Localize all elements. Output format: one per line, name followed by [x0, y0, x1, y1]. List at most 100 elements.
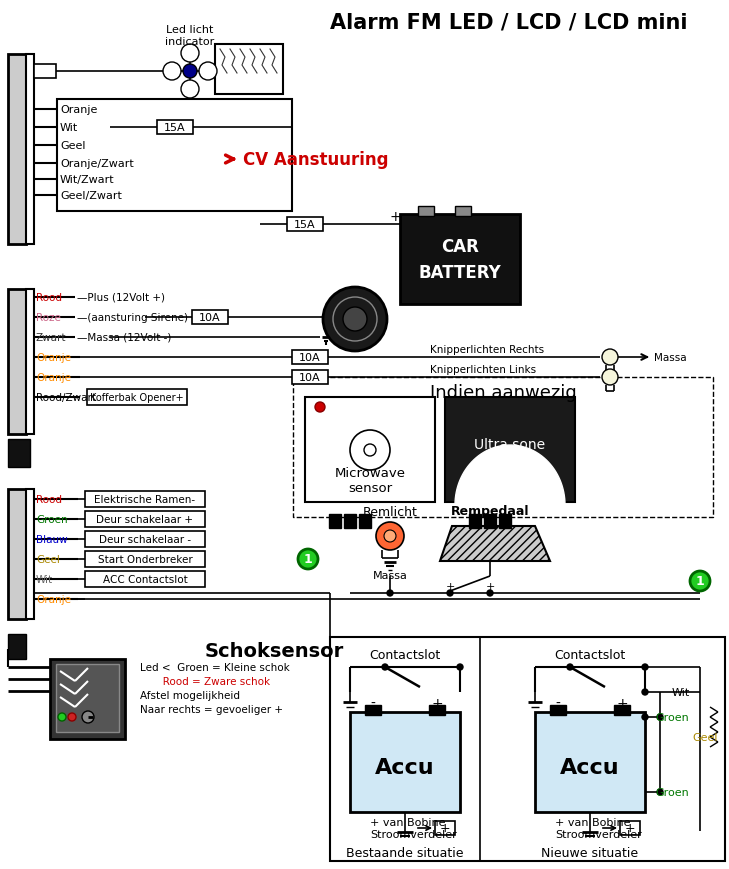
Text: +: +	[445, 581, 455, 591]
Bar	[34, 65, 56, 79]
Circle shape	[657, 714, 663, 720]
Bar	[350, 713, 460, 812]
Text: Geel: Geel	[36, 554, 60, 564]
Text: Wit/Zwart: Wit/Zwart	[60, 175, 114, 185]
Circle shape	[199, 63, 217, 81]
Circle shape	[315, 402, 325, 413]
Circle shape	[567, 664, 573, 670]
Text: —Massa (12Volt -): —Massa (12Volt -)	[77, 333, 171, 342]
Bar	[85, 512, 205, 527]
Text: BATTERY: BATTERY	[418, 263, 502, 282]
Text: Rood/Zwart: Rood/Zwart	[36, 393, 96, 402]
Text: Afstel mogelijkheid: Afstel mogelijkheid	[140, 690, 240, 700]
Bar	[8, 634, 26, 660]
Bar	[293, 377, 713, 517]
Bar	[57, 100, 292, 212]
Bar	[26, 289, 34, 434]
Text: Rood: Rood	[36, 293, 62, 302]
Bar	[359, 514, 371, 528]
Bar	[484, 514, 496, 528]
Text: Zwart: Zwart	[36, 333, 66, 342]
Text: Groen: Groen	[655, 787, 689, 797]
Circle shape	[642, 689, 648, 695]
Text: 10A: 10A	[299, 353, 321, 362]
Circle shape	[690, 571, 710, 591]
Text: Knipperlichten Rechts: Knipperlichten Rechts	[430, 345, 544, 355]
Text: Oranje: Oranje	[36, 594, 71, 604]
Bar	[87, 389, 187, 406]
Bar	[344, 514, 356, 528]
Text: 15A: 15A	[295, 220, 316, 229]
Circle shape	[447, 590, 453, 596]
Bar	[85, 531, 205, 547]
Bar	[620, 821, 640, 835]
Circle shape	[382, 664, 388, 670]
Circle shape	[602, 349, 618, 366]
Text: Roze: Roze	[36, 313, 61, 322]
Bar	[429, 705, 445, 715]
Text: —Plus (12Volt +): —Plus (12Volt +)	[77, 293, 165, 302]
Bar	[292, 370, 328, 385]
Text: 1: 1	[695, 574, 704, 587]
Circle shape	[183, 65, 197, 79]
Polygon shape	[440, 527, 550, 561]
Bar	[329, 514, 341, 528]
Text: + van Bobine: + van Bobine	[370, 817, 445, 827]
Bar	[56, 664, 119, 733]
Text: Stroomverdeler: Stroomverdeler	[370, 829, 457, 839]
Text: indicator: indicator	[165, 37, 214, 47]
Text: Led <  Groen = Kleine schok: Led < Groen = Kleine schok	[140, 662, 289, 673]
Text: Accu: Accu	[560, 757, 620, 777]
Bar	[85, 492, 205, 507]
Text: 10A: 10A	[299, 373, 321, 382]
Text: Contactslot: Contactslot	[370, 649, 440, 661]
Bar	[550, 705, 566, 715]
Text: Start Onderbreker: Start Onderbreker	[98, 554, 192, 564]
Circle shape	[657, 789, 663, 795]
Circle shape	[181, 81, 199, 99]
Text: Kofferbak Opener+: Kofferbak Opener+	[90, 393, 184, 402]
Circle shape	[82, 711, 94, 723]
Text: +: +	[440, 821, 451, 834]
Text: Stroomverdeler: Stroomverdeler	[555, 829, 642, 839]
Text: +: +	[616, 696, 628, 710]
Circle shape	[298, 549, 318, 569]
Bar	[435, 821, 455, 835]
Circle shape	[602, 369, 618, 386]
Text: Alarm FM LED / LCD / LCD mini: Alarm FM LED / LCD / LCD mini	[330, 12, 687, 32]
Text: Bestaande situatie: Bestaande situatie	[346, 846, 464, 859]
Circle shape	[642, 664, 648, 670]
Circle shape	[343, 308, 367, 332]
Text: ACC Contactslot: ACC Contactslot	[103, 574, 187, 584]
Text: —(aansturing Sirene): —(aansturing Sirene)	[77, 313, 188, 322]
Text: Led licht: Led licht	[166, 25, 214, 35]
Bar	[287, 218, 323, 232]
Text: CAR: CAR	[441, 238, 479, 255]
Text: Oranje/Zwart: Oranje/Zwart	[60, 159, 133, 169]
Bar	[8, 440, 30, 468]
Text: Geel/Zwart: Geel/Zwart	[60, 191, 122, 201]
Text: Rood = Zware schok: Rood = Zware schok	[140, 676, 270, 687]
Circle shape	[323, 288, 387, 352]
Text: Wit: Wit	[36, 574, 53, 584]
Bar	[305, 397, 435, 502]
Bar	[157, 121, 193, 135]
Circle shape	[350, 430, 390, 470]
Circle shape	[181, 45, 199, 63]
Circle shape	[364, 444, 376, 456]
Bar	[292, 350, 328, 365]
Text: Rood: Rood	[36, 494, 62, 504]
Text: Indien aanwezig: Indien aanwezig	[429, 383, 577, 401]
Bar	[365, 705, 381, 715]
Circle shape	[387, 590, 393, 596]
Text: Ultra sone
sensor: Ultra sone sensor	[475, 437, 545, 468]
Bar	[330, 637, 725, 861]
Bar	[614, 705, 630, 715]
Bar	[469, 514, 481, 528]
Text: 1: 1	[303, 553, 312, 566]
Bar	[26, 55, 34, 245]
Text: +: +	[486, 581, 495, 591]
Circle shape	[457, 664, 463, 670]
Text: Massa: Massa	[373, 570, 408, 580]
Text: 10A: 10A	[199, 313, 221, 322]
